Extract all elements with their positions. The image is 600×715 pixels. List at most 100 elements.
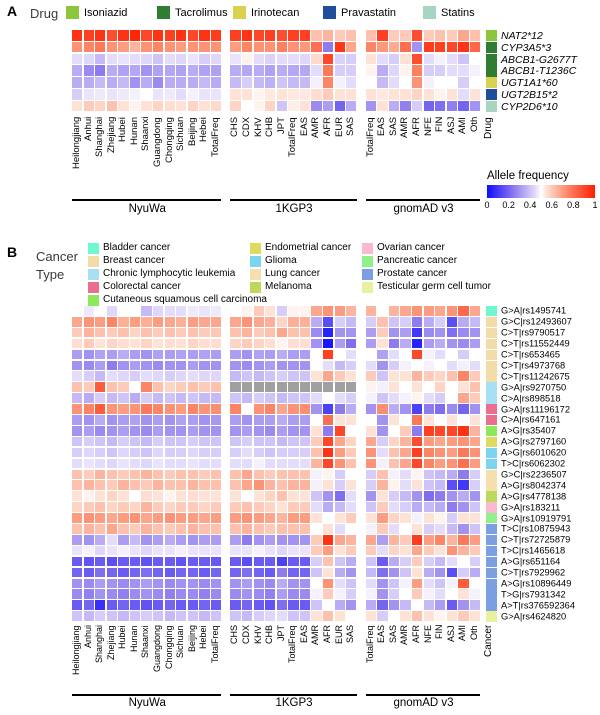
heatmap-cell — [265, 425, 276, 436]
heatmap-cell — [164, 469, 175, 480]
heatmap-cell — [106, 502, 118, 512]
heatmap-cell — [241, 600, 253, 610]
heatmap-cell — [176, 360, 187, 371]
cancer-legend-swatch — [362, 243, 373, 254]
panel-a-letter: A — [7, 3, 18, 19]
heatmap-cell — [253, 30, 264, 41]
heatmap-cell — [83, 306, 94, 316]
heatmap-cell — [164, 524, 175, 534]
heatmap-cell — [164, 371, 175, 382]
heatmap-cell — [365, 349, 377, 360]
heatmap-cell — [435, 480, 446, 491]
heatmap-cell — [400, 77, 411, 88]
heatmap-cell — [230, 89, 241, 100]
heatmap-cell — [199, 469, 210, 480]
drug-legend-label: Tacrolimus — [175, 7, 228, 19]
heatmap-cell — [346, 53, 357, 65]
heatmap-cell — [322, 600, 334, 610]
heatmap-cell — [106, 447, 118, 458]
column-label: Sichuan — [175, 625, 186, 658]
heatmap-cell — [95, 65, 106, 76]
heatmap-cell — [152, 100, 164, 112]
heatmap-cell — [388, 65, 400, 76]
column-label: SAS — [345, 117, 357, 137]
heatmap-cell — [299, 393, 311, 403]
heatmap-cell — [411, 415, 423, 425]
heatmap-cell — [299, 306, 311, 316]
row-label: ABCB1-G2677T — [501, 53, 577, 66]
heatmap-cell — [95, 502, 106, 512]
heatmap-cell — [377, 30, 388, 41]
heatmap-cell — [106, 306, 118, 316]
heatmap-cell — [400, 578, 411, 589]
heatmap-cell — [164, 458, 175, 469]
heatmap-cell — [288, 567, 299, 578]
heatmap-cell — [118, 77, 129, 88]
heatmap-cell — [458, 556, 469, 567]
heatmap-cell — [141, 545, 152, 556]
heatmap-cell — [311, 447, 322, 458]
heatmap-cell — [152, 349, 164, 360]
heatmap-cell — [469, 360, 481, 371]
heatmap-cell — [299, 382, 311, 392]
heatmap-cell — [311, 53, 322, 65]
heatmap-cell — [164, 53, 175, 65]
heatmap-cell — [311, 382, 322, 392]
row-annotation — [486, 415, 497, 426]
heatmap-cell — [199, 41, 210, 53]
heatmap-cell — [164, 425, 175, 436]
cancer-legend-label: Lung cancer — [265, 268, 321, 279]
heatmap-cell — [334, 502, 345, 512]
heatmap-cell — [346, 30, 357, 41]
drug-legend-swatch — [423, 6, 436, 19]
row-annotation — [486, 316, 497, 328]
heatmap-cell — [152, 425, 164, 436]
drug-legend-swatch — [66, 6, 79, 19]
heatmap-cell — [253, 100, 264, 112]
heatmap-cell — [400, 100, 411, 112]
heatmap-cell — [288, 534, 299, 545]
heatmap-cell — [176, 611, 187, 621]
heatmap-cell — [469, 415, 481, 425]
heatmap-cell — [72, 77, 83, 88]
heatmap-cell — [187, 327, 199, 338]
heatmap-cell — [435, 425, 446, 436]
row-annotation — [486, 349, 497, 360]
heatmap-cell — [365, 589, 377, 600]
heatmap-cell — [346, 65, 357, 76]
heatmap-cell — [322, 480, 334, 491]
heatmap-cell — [276, 567, 288, 578]
heatmap-cell — [458, 316, 469, 327]
heatmap-cell — [299, 100, 311, 112]
heatmap-cell — [458, 567, 469, 578]
heatmap-cell — [129, 425, 141, 436]
heatmap-cell — [423, 89, 434, 100]
heatmap-cell — [377, 567, 388, 578]
cancer-legend-swatch — [250, 243, 261, 254]
heatmap-cell — [446, 53, 458, 65]
heatmap-cell — [365, 491, 377, 501]
heatmap-cell — [458, 349, 469, 360]
heatmap-cell — [118, 589, 129, 600]
heatmap-cell — [435, 567, 446, 578]
heatmap-cell — [400, 502, 411, 512]
heatmap-cell — [400, 30, 411, 41]
heatmap-cell — [230, 513, 241, 523]
heatmap-cell — [288, 306, 299, 316]
heatmap-cell — [311, 567, 322, 578]
heatmap-cell — [72, 545, 83, 556]
heatmap-cell — [118, 100, 129, 112]
heatmap-cell — [83, 578, 94, 589]
heatmap-cell — [253, 458, 264, 469]
heatmap-cell — [118, 316, 129, 327]
heatmap-cell — [435, 53, 446, 65]
heatmap-cell — [377, 502, 388, 512]
heatmap-cell — [118, 41, 129, 53]
heatmap-cell — [187, 53, 199, 65]
heatmap-cell — [469, 567, 481, 578]
heatmap-cell — [423, 567, 434, 578]
heatmap-cell — [435, 65, 446, 76]
heatmap-cell — [72, 556, 83, 567]
heatmap-cell — [199, 327, 210, 338]
heatmap-cell — [106, 611, 118, 621]
